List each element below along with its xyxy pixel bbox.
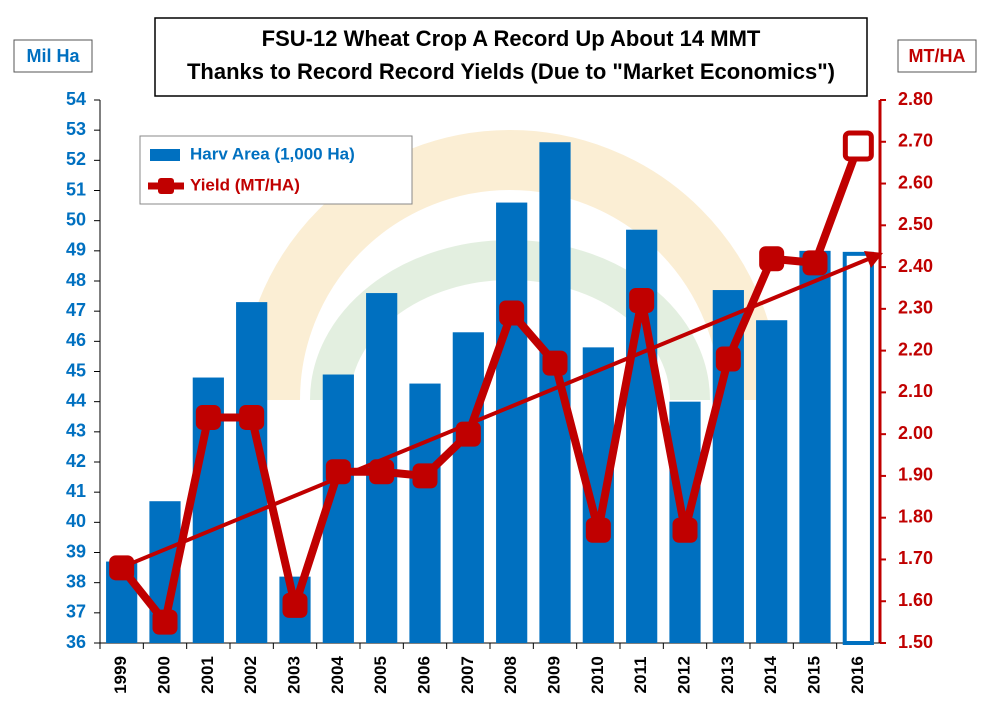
y-tick-label: 53: [66, 119, 86, 139]
y-tick-label: 40: [66, 511, 86, 531]
line-marker: [198, 407, 218, 427]
y2-tick-label: 2.10: [898, 381, 933, 401]
y2-tick-label: 1.80: [898, 506, 933, 526]
x-tick-label: 2016: [848, 656, 867, 694]
y2-tick-label: 2.40: [898, 256, 933, 276]
x-tick-label: 2007: [458, 656, 477, 694]
line-marker: [242, 407, 262, 427]
y-tick-label: 42: [66, 451, 86, 471]
y2-tick-label: 2.80: [898, 89, 933, 109]
line-marker: [718, 349, 738, 369]
y2-tick-label: 1.90: [898, 465, 933, 485]
x-tick-label: 2010: [588, 656, 607, 694]
y-tick-label: 38: [66, 571, 86, 591]
x-tick-label: 2013: [718, 656, 737, 694]
y-tick-label: 49: [66, 240, 86, 260]
x-tick-label: 2014: [761, 656, 780, 694]
legend-swatch: [150, 149, 180, 161]
chart-subtitle: Thanks to Record Record Yields (Due to "…: [187, 59, 835, 84]
x-tick-label: 2006: [414, 656, 433, 694]
y-tick-label: 44: [66, 390, 86, 410]
y-tick-label: 37: [66, 602, 86, 622]
chart-title: FSU-12 Wheat Crop A Record Up About 14 M…: [262, 26, 761, 51]
x-tick-label: 2005: [371, 656, 390, 694]
y2-tick-label: 2.30: [898, 298, 933, 318]
line-marker: [502, 303, 522, 323]
y2-tick-label: 1.70: [898, 548, 933, 568]
y-tick-label: 36: [66, 632, 86, 652]
y-tick-label: 51: [66, 179, 86, 199]
legend-label: Harv Area (1,000 Ha): [190, 144, 355, 163]
chart: FSU-12 Wheat Crop A Record Up About 14 M…: [0, 0, 982, 719]
line-marker: [632, 290, 652, 310]
x-tick-label: 2011: [631, 657, 650, 694]
y2-tick-label: 1.60: [898, 590, 933, 610]
y-tick-label: 46: [66, 330, 86, 350]
bar: [756, 320, 787, 643]
line-marker: [675, 520, 695, 540]
x-tick-label: 2015: [804, 656, 823, 694]
x-tick-label: 2000: [154, 656, 173, 694]
y2-tick-label: 2.20: [898, 339, 933, 359]
x-tick-label: 2001: [198, 656, 217, 694]
y2-tick-label: 2.60: [898, 172, 933, 192]
line-marker: [845, 133, 871, 159]
x-tick-label: 2004: [328, 656, 347, 694]
x-tick-label: 1999: [111, 656, 130, 694]
legend-label: Yield (MT/HA): [190, 175, 300, 194]
line-marker: [415, 466, 435, 486]
x-tick-label: 2002: [241, 656, 260, 694]
y-tick-label: 43: [66, 421, 86, 441]
y-tick-label: 39: [66, 541, 86, 561]
y-tick-label: 54: [66, 89, 86, 109]
y-tick-label: 45: [66, 360, 86, 380]
y-tick-label: 52: [66, 149, 86, 169]
y2-tick-label: 2.50: [898, 214, 933, 234]
line-marker: [155, 612, 175, 632]
x-tick-label: 2008: [501, 656, 520, 694]
x-tick-label: 2009: [544, 656, 563, 694]
y-tick-label: 50: [66, 209, 86, 229]
y2-axis-label: MT/HA: [909, 46, 966, 66]
y2-tick-label: 2.70: [898, 131, 933, 151]
bar: [845, 254, 872, 643]
y2-tick-label: 2.00: [898, 423, 933, 443]
y-tick-label: 48: [66, 270, 86, 290]
x-tick-label: 2003: [284, 656, 303, 694]
bar: [799, 251, 830, 643]
line-marker: [545, 353, 565, 373]
line-marker: [805, 253, 825, 273]
line-marker: [762, 249, 782, 269]
line-marker: [285, 595, 305, 615]
y-axis-label: Mil Ha: [26, 46, 80, 66]
line-marker: [588, 520, 608, 540]
bar: [496, 203, 527, 643]
bar: [453, 332, 484, 643]
bar: [409, 384, 440, 643]
x-tick-label: 2012: [674, 656, 693, 694]
y-tick-label: 47: [66, 300, 86, 320]
y2-tick-label: 1.50: [898, 632, 933, 652]
y-tick-label: 41: [66, 481, 86, 501]
legend-swatch: [158, 178, 174, 194]
